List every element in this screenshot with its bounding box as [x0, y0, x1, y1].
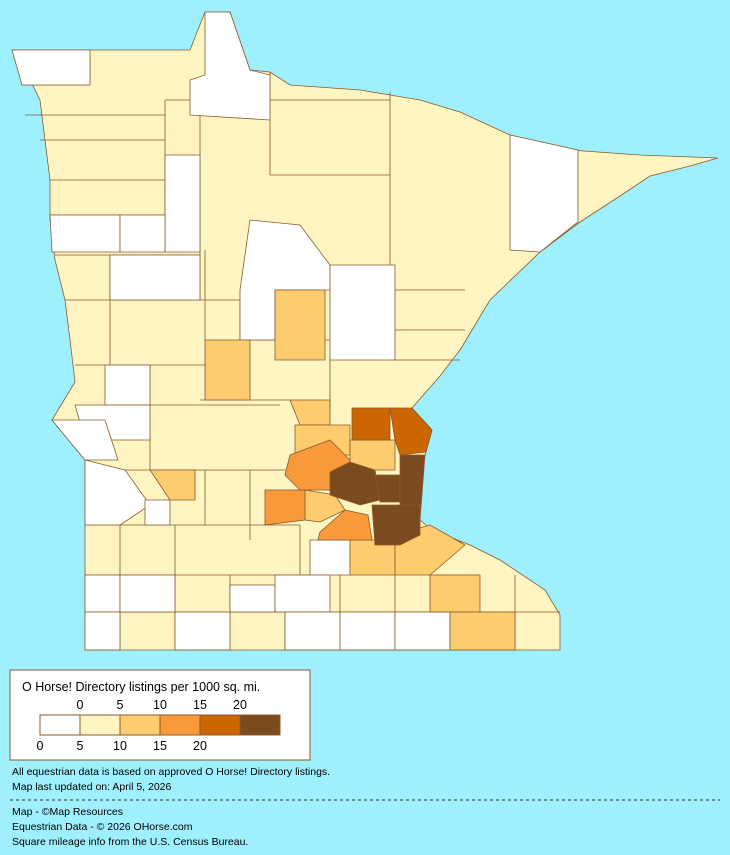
county — [329, 264, 396, 361]
county — [84, 459, 151, 526]
county — [174, 611, 231, 651]
legend-label: 20 — [233, 698, 247, 712]
county — [351, 407, 391, 441]
state-map — [11, 11, 719, 651]
legend-label: 15 — [153, 739, 167, 753]
county — [109, 254, 201, 301]
legend-swatch — [79, 714, 121, 736]
legend-label: 15 — [193, 698, 207, 712]
county — [274, 574, 331, 613]
county — [164, 154, 201, 253]
county — [104, 364, 151, 406]
county — [51, 419, 119, 461]
county — [144, 499, 171, 526]
county — [371, 504, 421, 546]
legend-swatch — [239, 714, 281, 736]
county — [274, 289, 326, 361]
county — [84, 611, 121, 651]
county — [149, 469, 196, 501]
legend-swatch — [39, 714, 81, 736]
legend-label: 5 — [77, 739, 84, 753]
legend-swatch — [119, 714, 161, 736]
county — [204, 339, 251, 401]
county — [264, 489, 306, 526]
legend-label: 10 — [113, 739, 127, 753]
legend-label: 0 — [37, 739, 44, 753]
legend-swatch — [199, 714, 241, 736]
legend-swatch — [159, 714, 201, 736]
credit: Square mileage info from the U.S. Census… — [12, 836, 248, 848]
county — [84, 574, 121, 613]
county — [429, 574, 481, 613]
county — [309, 539, 351, 576]
credit: Map - ©Map Resources — [12, 806, 123, 818]
county — [339, 611, 396, 651]
county — [317, 509, 373, 541]
credit: Equestrian Data - © 2026 OHorse.com — [12, 821, 193, 833]
county — [389, 407, 433, 456]
county — [49, 214, 121, 253]
legend-label: 0 — [77, 698, 84, 712]
county — [119, 214, 166, 253]
county — [11, 49, 91, 86]
county — [449, 611, 516, 651]
county — [394, 611, 451, 651]
note: All equestrian data is based on approved… — [12, 766, 330, 778]
county — [284, 611, 341, 651]
legend-label: 5 — [117, 698, 124, 712]
county — [509, 134, 579, 253]
county — [229, 584, 276, 613]
legend-label: 20 — [193, 739, 207, 753]
legend-label: 10 — [153, 698, 167, 712]
county — [189, 11, 271, 121]
legend-title: O Horse! Directory listings per 1000 sq.… — [22, 680, 260, 694]
note: Map last updated on: April 5, 2026 — [12, 781, 172, 793]
county — [119, 574, 176, 613]
legend: 0 5 10 15 20 0 5 10 15 20 — [37, 698, 281, 753]
